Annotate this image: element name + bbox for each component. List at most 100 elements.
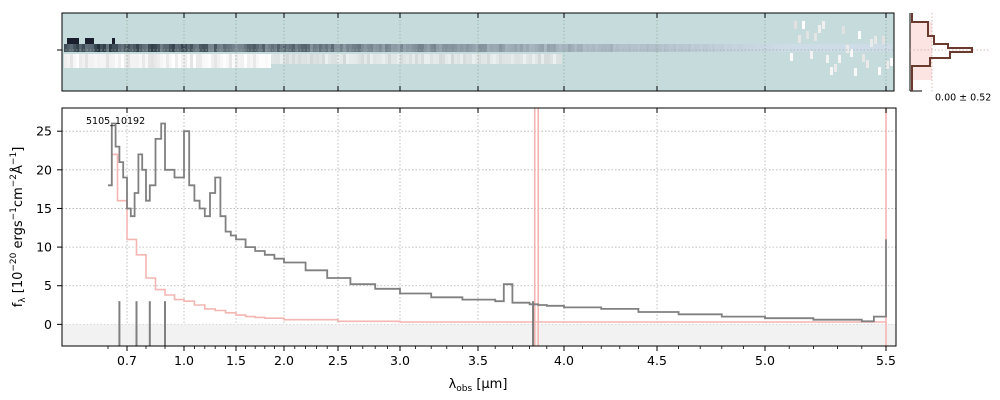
residual-pixel	[505, 54, 508, 64]
residual-pixel	[235, 54, 238, 68]
trace-pixel	[373, 44, 376, 52]
trace-pixel	[676, 44, 679, 52]
trace-pixel	[883, 44, 886, 52]
trace-pixel	[334, 44, 337, 52]
noise-pixel	[870, 39, 873, 47]
trace-pixel	[391, 44, 394, 52]
residual-pixel	[82, 54, 85, 68]
residual-pixel	[361, 54, 364, 64]
trace-pixel	[868, 44, 871, 52]
residual-pixel	[334, 54, 337, 64]
residual-pixel	[262, 54, 265, 68]
residual-pixel	[277, 54, 280, 64]
residual-pixel	[412, 54, 415, 64]
trace-pixel	[712, 44, 715, 52]
trace-pixel	[64, 44, 67, 52]
trace-pixel	[310, 44, 313, 52]
x-tick-label-4: 2.5	[328, 353, 348, 368]
trace-pixel	[313, 44, 316, 52]
trace-pixel	[388, 44, 391, 52]
trace-pixel	[736, 44, 739, 52]
residual-pixel	[328, 54, 331, 64]
trace-pixel	[739, 44, 742, 52]
trace-pixel	[166, 44, 169, 52]
trace-pixel	[250, 44, 253, 52]
trace-pixel	[655, 44, 658, 52]
trace-pixel	[517, 44, 520, 52]
trace-pixel	[526, 44, 529, 52]
trace-pixel	[433, 44, 436, 52]
trace-pixel	[559, 44, 562, 52]
noise-pixel	[850, 49, 853, 57]
residual-pixel	[448, 54, 451, 64]
trace-pixel	[616, 44, 619, 52]
spectrum-1d-frame	[61, 107, 897, 347]
trace-pixel	[259, 44, 262, 52]
trace-pixel	[697, 44, 700, 52]
trace-pixel	[580, 44, 583, 52]
trace-pixel	[823, 44, 826, 52]
residual-pixel	[298, 54, 301, 64]
trace-pixel	[427, 44, 430, 52]
trace-pixel	[604, 44, 607, 52]
trace-pixel	[142, 44, 145, 52]
object-label: 5105_10192	[86, 116, 145, 127]
trace-pixel	[877, 44, 880, 52]
residual-pixel	[232, 54, 235, 68]
residual-pixel	[151, 54, 154, 68]
trace-pixel	[826, 44, 829, 52]
noise-pixel	[806, 31, 809, 39]
profile-plot	[909, 13, 990, 92]
residual-pixel	[91, 54, 94, 68]
trace-pixel	[199, 44, 202, 52]
spectrum-2d-ticks	[57, 13, 887, 91]
trace-pixel	[172, 44, 175, 52]
trace-pixel	[304, 44, 307, 52]
trace-pixel	[406, 44, 409, 52]
trace-pixel	[178, 44, 181, 52]
trace-pixel	[658, 44, 661, 52]
residual-pixel	[280, 54, 283, 64]
trace-pixel	[337, 44, 340, 52]
trace-pixel	[265, 44, 268, 52]
trace-pixel	[307, 44, 310, 52]
residual-pixel	[487, 54, 490, 64]
trace-pixel	[415, 44, 418, 52]
trace-pixel	[217, 44, 220, 52]
trace-pixel	[889, 44, 892, 52]
trace-pixel	[70, 44, 73, 52]
trace-pixel	[97, 44, 100, 52]
residual-pixel	[538, 54, 541, 64]
trace-pixel	[682, 44, 685, 52]
trace-pixel	[331, 44, 334, 52]
residual-pixel	[163, 54, 166, 68]
trace-pixel	[295, 44, 298, 52]
residual-pixel	[460, 54, 463, 64]
trace-pixel	[229, 44, 232, 52]
trace-pixel	[688, 44, 691, 52]
residual-pixel	[196, 54, 199, 68]
residual-pixel	[373, 54, 376, 64]
trace-pixel	[409, 44, 412, 52]
residual-pixel	[133, 54, 136, 68]
residual-pixel	[250, 54, 253, 68]
residual-pixel	[301, 54, 304, 64]
trace-pixel	[700, 44, 703, 52]
trace-pixel	[238, 44, 241, 52]
residual-pixel	[355, 54, 358, 64]
residual-pixel	[319, 54, 322, 64]
residual-pixel	[556, 54, 559, 64]
noise-pixel	[826, 55, 829, 63]
trace-pixel	[136, 44, 139, 52]
trace-pixel	[583, 44, 586, 52]
y-tick-label-5: 25	[36, 124, 52, 139]
noise-pixel	[866, 60, 869, 68]
trace-pixel	[118, 44, 121, 52]
trace-pixel	[718, 44, 721, 52]
trace-pixel	[274, 44, 277, 52]
profile-panel: 0.00 ± 0.52	[909, 13, 991, 103]
trace-pixel	[574, 44, 577, 52]
trace-pixel	[691, 44, 694, 52]
residual-pixel	[424, 54, 427, 64]
residual-pixel	[382, 54, 385, 64]
